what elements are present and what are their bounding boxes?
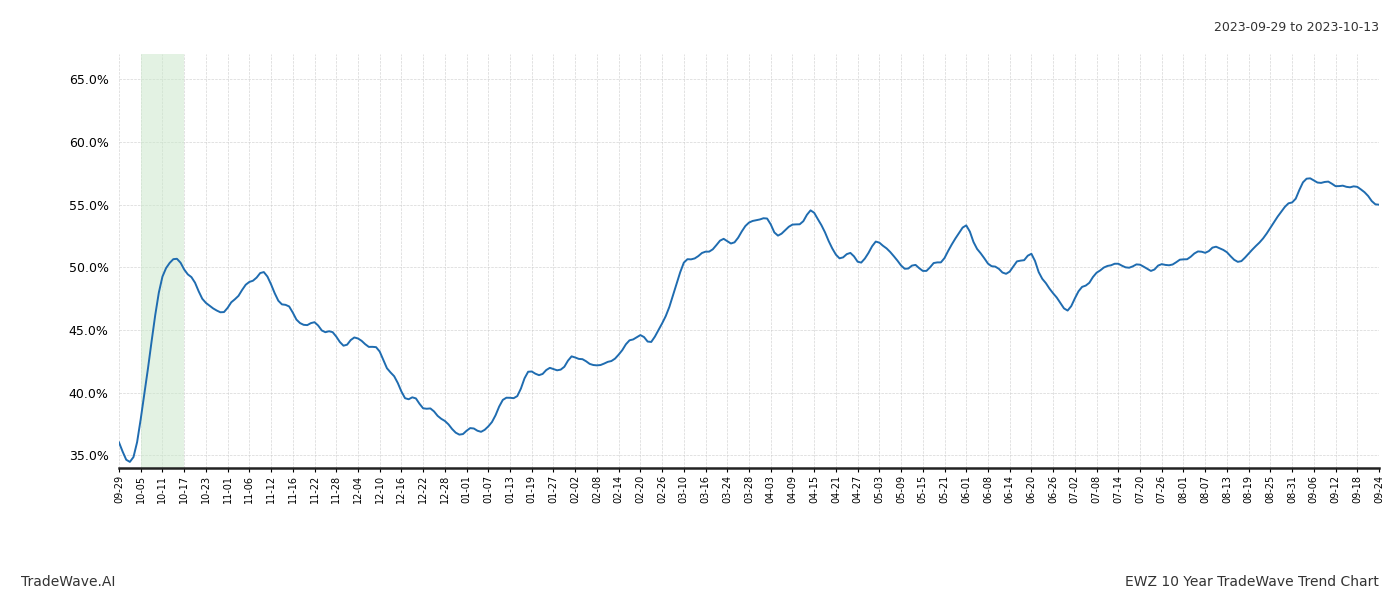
Text: 2023-09-29 to 2023-10-13: 2023-09-29 to 2023-10-13 bbox=[1214, 21, 1379, 34]
Text: EWZ 10 Year TradeWave Trend Chart: EWZ 10 Year TradeWave Trend Chart bbox=[1126, 575, 1379, 589]
Text: TradeWave.AI: TradeWave.AI bbox=[21, 575, 115, 589]
Bar bbox=[141, 54, 185, 468]
